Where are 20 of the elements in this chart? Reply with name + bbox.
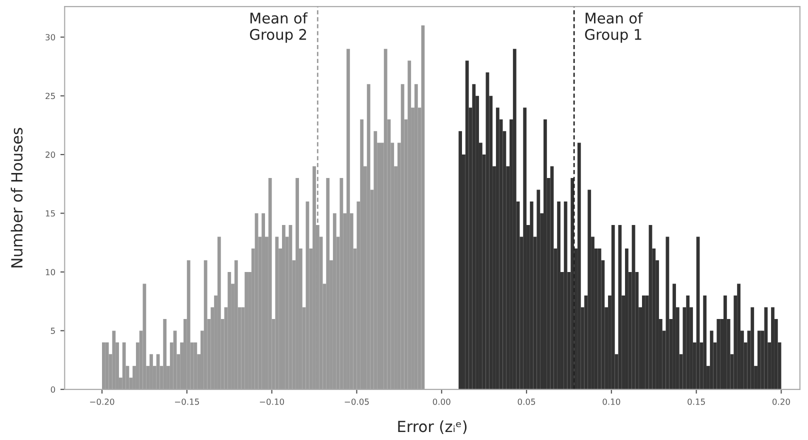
x-tick-label: −0.20 [90, 398, 114, 405]
x-axis-title: Error (zᵢᵉ) [398, 420, 467, 434]
y-axis-title: Number of Houses [10, 128, 23, 268]
y-tick-label: 15 [46, 210, 55, 217]
x-tick-label: 0.10 [602, 398, 620, 405]
x-tick-label: −0.15 [175, 398, 199, 405]
y-tick-label: 30 [46, 34, 56, 40]
x-tick-label: −0.05 [344, 398, 369, 405]
x-tick-label: 0.15 [688, 398, 705, 405]
y-tick-label: 20 [46, 152, 56, 158]
x-tick-label: 0.05 [518, 398, 536, 405]
ref-line-label: Mean of Group 1 [585, 12, 643, 43]
x-tick-label: 0.00 [432, 398, 450, 405]
x-tick-label: 0.20 [772, 398, 790, 405]
y-tick-label: 10 [46, 268, 56, 276]
x-tick-label: −0.10 [260, 398, 284, 405]
y-tick-label: 0 [50, 386, 56, 393]
y-tick-label: 5 [50, 328, 55, 334]
ref-line-label: Mean of Group 2 [250, 12, 308, 43]
y-tick-label: 25 [46, 92, 55, 100]
